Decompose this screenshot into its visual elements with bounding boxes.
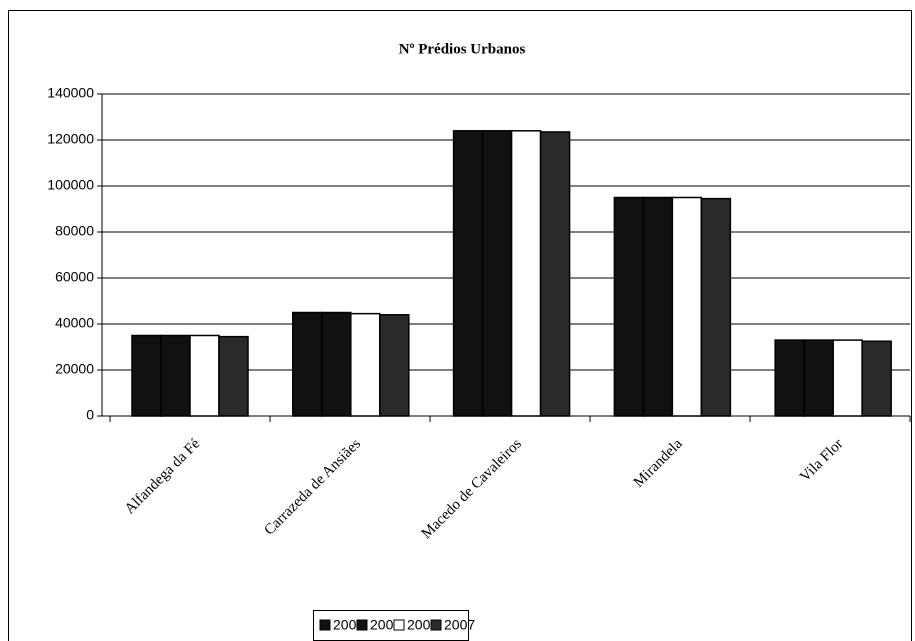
legend-swatch	[319, 619, 331, 631]
bar	[131, 334, 162, 417]
y-tick-label: 40000	[55, 315, 94, 331]
legend-swatch	[356, 619, 368, 631]
y-tick-label: 20000	[55, 361, 94, 377]
bar	[700, 197, 732, 417]
bar	[481, 130, 513, 417]
y-tick-label: 140000	[47, 85, 94, 101]
bar	[160, 334, 191, 417]
y-tick-label: 80000	[55, 223, 94, 239]
bar	[321, 311, 352, 417]
bar	[452, 130, 484, 417]
y-tick-label: 120000	[47, 131, 94, 147]
bar	[613, 196, 645, 417]
bar	[803, 339, 834, 417]
bar	[379, 314, 410, 417]
bar	[292, 311, 323, 417]
legend-swatch	[393, 619, 405, 631]
legend-box	[313, 610, 469, 641]
bar	[539, 131, 571, 417]
bar	[671, 196, 703, 417]
y-tick-label: 100000	[47, 177, 94, 193]
y-tick-label: 60000	[55, 269, 94, 285]
bar	[861, 340, 892, 417]
bar	[350, 312, 381, 417]
chart-title: Nº Prédios Urbanos	[399, 41, 526, 57]
bar	[510, 130, 542, 417]
bar	[832, 339, 863, 417]
bar	[774, 339, 805, 417]
y-tick-label: 0	[86, 407, 94, 423]
bar	[642, 196, 674, 417]
legend: 2004 2005 2006 2007	[313, 610, 475, 641]
legend-swatch	[430, 619, 442, 631]
bar	[218, 335, 249, 417]
legend-label: 2007	[444, 617, 475, 633]
bar	[189, 334, 220, 417]
